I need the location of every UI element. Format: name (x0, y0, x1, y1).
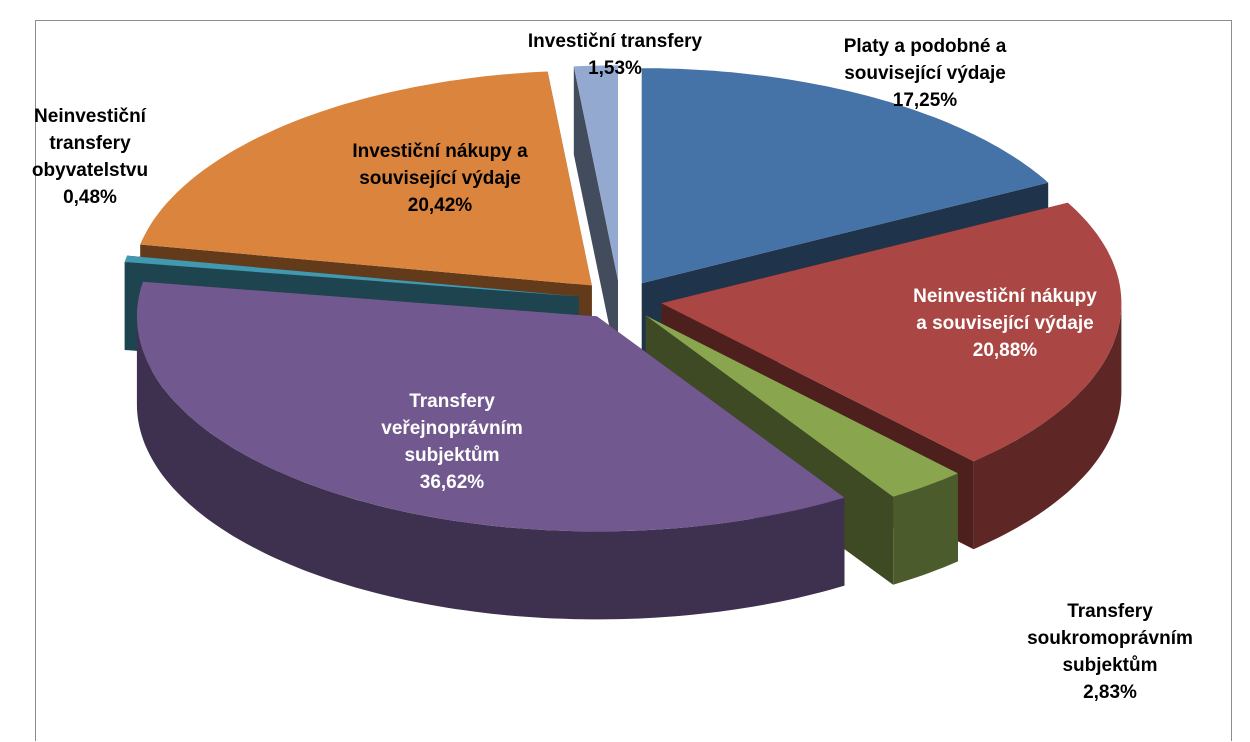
data-label: Neinvestiční nákupy a související výdaje… (910, 283, 1100, 364)
slice-wall (573, 66, 618, 369)
slice (124, 255, 579, 297)
label-name: Transfery veřejnoprávním subjektům (381, 391, 523, 466)
label-name: Neinvestiční nákupy a související výdaje (913, 286, 1097, 334)
slice (645, 315, 958, 497)
data-label: Transfery soukromoprávním subjektům 2,83% (1015, 598, 1205, 706)
slice (661, 202, 1122, 462)
slice-side (136, 316, 845, 620)
data-label: Transfery veřejnoprávním subjektům 36,62% (362, 388, 542, 496)
slice-side (893, 473, 958, 585)
slice (140, 71, 592, 286)
chart-frame (35, 20, 1232, 741)
label-value: 20,42% (407, 195, 473, 216)
label-value: 17,25% (892, 90, 958, 111)
data-label: Investiční transfery 1,53% (490, 28, 740, 82)
label-value: 1,53% (588, 58, 642, 79)
slice (136, 281, 845, 532)
label-name: Transfery soukromoprávním subjektům (1027, 601, 1193, 676)
slice (573, 65, 618, 281)
label-name: Platy a podobné a související výdaje (843, 36, 1007, 84)
label-value: 20,88% (972, 340, 1038, 361)
label-name: Investiční nákupy a související výdaje (352, 141, 528, 189)
slice (641, 68, 1049, 284)
label-value: 36,62% (419, 472, 485, 493)
data-label: Investiční nákupy a související výdaje 20… (325, 138, 555, 219)
data-label: Platy a podobné a související výdaje 17,2… (820, 33, 1030, 114)
label-value: 0,48% (63, 187, 117, 208)
label-name: Investiční transfery (527, 31, 703, 52)
slice-side (973, 303, 1122, 550)
data-label: Neinvestiční transfery obyvatelstvu 0,48% (10, 103, 170, 211)
label-name: Neinvestiční transfery obyvatelstvu (31, 106, 149, 181)
label-value: 2,83% (1083, 682, 1137, 703)
